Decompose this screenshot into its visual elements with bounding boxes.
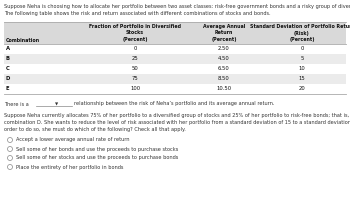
Text: Suppose Neha is choosing how to allocate her portfolio between two asset classes: Suppose Neha is choosing how to allocate… bbox=[4, 4, 350, 9]
Text: There is a: There is a bbox=[4, 101, 29, 106]
Text: Suppose Neha currently allocates 75% of her portfolio to a diversified group of : Suppose Neha currently allocates 75% of … bbox=[4, 113, 350, 118]
Text: C: C bbox=[6, 67, 10, 71]
Bar bbox=[4, 44, 346, 54]
Text: E: E bbox=[6, 87, 10, 92]
Text: D: D bbox=[6, 76, 10, 81]
Text: 10.50: 10.50 bbox=[216, 87, 232, 92]
Text: B: B bbox=[6, 56, 10, 62]
Text: Combination: Combination bbox=[6, 38, 40, 43]
Text: 0: 0 bbox=[300, 46, 304, 51]
Text: 25: 25 bbox=[132, 56, 138, 62]
Text: 100: 100 bbox=[130, 87, 140, 92]
Bar bbox=[4, 64, 346, 74]
Text: combination D. She wants to reduce the level of risk associated with her portfol: combination D. She wants to reduce the l… bbox=[4, 120, 350, 125]
Bar bbox=[4, 74, 346, 84]
Text: ▼: ▼ bbox=[55, 102, 58, 106]
Text: 15: 15 bbox=[299, 76, 305, 81]
Text: relationship between the risk of Neha’s portfolio and its average annual return.: relationship between the risk of Neha’s … bbox=[74, 101, 274, 106]
Text: 2.50: 2.50 bbox=[218, 46, 230, 51]
Text: order to do so, she must do which of the following? Check all that apply.: order to do so, she must do which of the… bbox=[4, 127, 186, 132]
Text: 10: 10 bbox=[299, 67, 305, 71]
Text: Fraction of Portfolio in Diversified
Stocks
(Percent): Fraction of Portfolio in Diversified Sto… bbox=[89, 24, 181, 42]
Text: 6.50: 6.50 bbox=[218, 67, 230, 71]
Text: 20: 20 bbox=[299, 87, 305, 92]
Bar bbox=[4, 84, 346, 94]
Text: Sell some of her stocks and use the proceeds to purchase bonds: Sell some of her stocks and use the proc… bbox=[16, 155, 178, 160]
Text: Average Annual
Return
(Percent): Average Annual Return (Percent) bbox=[203, 24, 245, 42]
Bar bbox=[4, 54, 346, 64]
Text: The following table shows the risk and return associated with different combinat: The following table shows the risk and r… bbox=[4, 11, 271, 16]
Text: A: A bbox=[6, 46, 10, 51]
Text: 0: 0 bbox=[133, 46, 137, 51]
Text: Sell some of her bonds and use the proceeds to purchase stocks: Sell some of her bonds and use the proce… bbox=[16, 147, 178, 151]
Text: Standard Deviation of Portfolio Return
(Risk)
(Percent): Standard Deviation of Portfolio Return (… bbox=[250, 24, 350, 42]
Text: 75: 75 bbox=[132, 76, 138, 81]
Text: Place the entirety of her portfolio in bonds: Place the entirety of her portfolio in b… bbox=[16, 164, 123, 169]
Text: 5: 5 bbox=[300, 56, 304, 62]
Text: 4.50: 4.50 bbox=[218, 56, 230, 62]
Bar bbox=[4, 22, 346, 44]
Text: 8.50: 8.50 bbox=[218, 76, 230, 81]
Text: Accept a lower average annual rate of return: Accept a lower average annual rate of re… bbox=[16, 138, 130, 143]
Text: 50: 50 bbox=[132, 67, 138, 71]
